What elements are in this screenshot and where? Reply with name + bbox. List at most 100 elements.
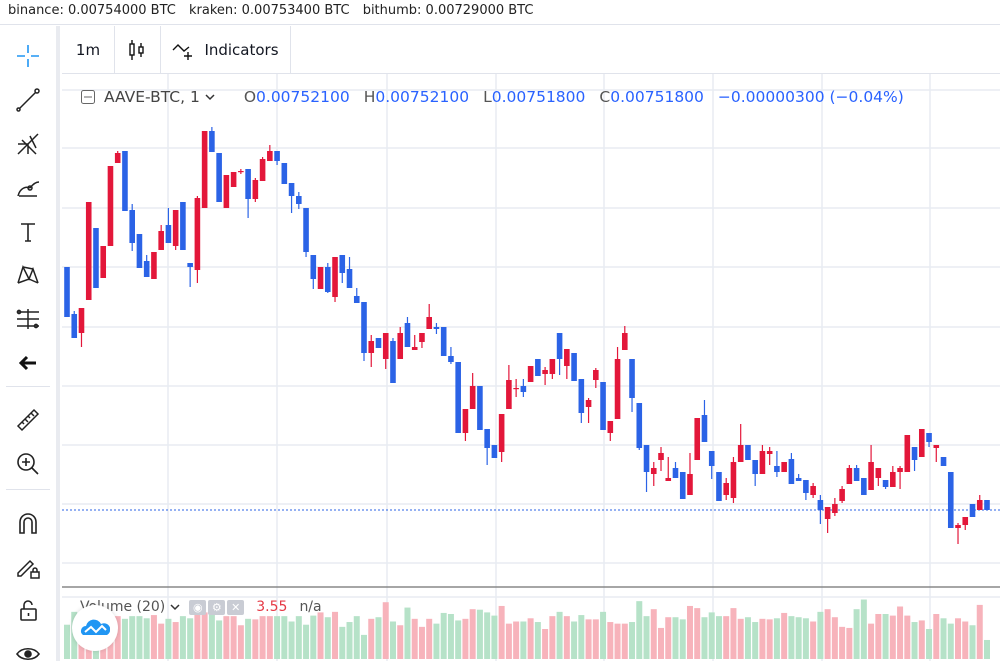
unlock-icon (20, 600, 37, 621)
ruler-tool[interactable] (8, 402, 48, 438)
magnet-icon (19, 513, 37, 534)
volume-bar (607, 622, 614, 659)
candle-body (513, 388, 519, 390)
volume-bar (274, 616, 281, 659)
volume-bar (839, 626, 846, 659)
volume-bar (194, 607, 201, 659)
candle-body (368, 341, 375, 353)
volume-bar (889, 615, 896, 659)
volume-bar (389, 621, 396, 659)
candle-body (969, 504, 976, 517)
candle-body (643, 445, 650, 472)
volume-bar (788, 616, 795, 659)
symbol-name[interactable]: AAVE-BTC, 1 (104, 88, 200, 106)
crosshair-tool[interactable] (8, 38, 48, 74)
candle-body (296, 196, 302, 204)
text-icon (21, 223, 35, 242)
chart-type-button[interactable] (114, 26, 161, 73)
symbol-legend: AAVE-BTC, 1 O 0.00752100 H 0.00752100 L 0.0… (80, 88, 904, 106)
volume-bar (875, 614, 882, 659)
collapse-icon[interactable] (80, 89, 96, 105)
volume-bar (918, 620, 925, 659)
volume-bar (382, 602, 389, 659)
price-chart[interactable] (62, 74, 1000, 661)
candle-body (498, 414, 505, 452)
measure-tool[interactable] (8, 301, 48, 337)
interval-button[interactable]: 1m (62, 26, 115, 73)
lock-drawings-tool[interactable] (8, 549, 48, 585)
volume-bar (375, 617, 382, 659)
remove-close-icon[interactable]: ✕ (227, 599, 245, 615)
volume-bar (701, 617, 708, 659)
candle-body (679, 472, 686, 499)
volume-bar (911, 622, 918, 659)
volume-bar (462, 618, 469, 659)
candle-body (361, 302, 367, 353)
indicators-button[interactable]: Indicators (160, 26, 291, 73)
candle-body (172, 210, 179, 246)
chevron-down-icon[interactable] (169, 602, 181, 612)
candle-body (890, 472, 896, 487)
hide-drawings-tool[interactable] (8, 636, 48, 672)
candle-body (585, 400, 592, 407)
volume-bar (411, 618, 418, 659)
volume-bar (353, 616, 360, 659)
visibility-eye-icon[interactable]: ◉ (189, 599, 207, 615)
candle-body (810, 486, 816, 495)
candle-body (788, 459, 795, 484)
candle-body (201, 131, 208, 208)
candle-body (129, 210, 135, 243)
candle-body (730, 462, 737, 498)
volume-bar (64, 624, 70, 659)
candle-body (621, 333, 628, 350)
zoom-in-tool[interactable] (8, 446, 48, 482)
candle-body (281, 163, 288, 184)
volume-bar (904, 615, 911, 659)
candle-body (288, 183, 295, 196)
candle-body (694, 418, 701, 460)
crosshair-icon (17, 45, 39, 67)
volume-bar (556, 611, 563, 659)
volume-bar (860, 599, 867, 659)
candle-body (629, 359, 635, 398)
candle-body (940, 457, 947, 466)
candle-body (716, 472, 722, 501)
candle-body (564, 349, 570, 366)
candle-body (64, 267, 70, 317)
volume-bar (969, 625, 976, 659)
volume-bar (636, 601, 643, 659)
text-tool[interactable] (8, 214, 48, 250)
hide-toolbar-button[interactable] (8, 345, 48, 381)
candle-body (846, 468, 853, 484)
candle-body (303, 208, 309, 252)
volume-bar (795, 617, 802, 659)
candle-body (636, 403, 643, 448)
pitchfork-tool[interactable] (8, 126, 48, 162)
magnet-tool[interactable] (8, 505, 48, 541)
tradingview-logo[interactable] (72, 605, 118, 651)
candle-body (578, 379, 585, 413)
volume-bar (150, 615, 157, 659)
volume-bar (694, 608, 701, 659)
settings-gear-icon[interactable]: ⚙ (208, 599, 226, 615)
volume-bar (708, 612, 715, 659)
candle-body (107, 166, 114, 246)
unlock-tool[interactable] (8, 592, 48, 628)
volume-bar (129, 616, 136, 659)
brush-tool[interactable] (8, 170, 48, 206)
volume-bar (752, 622, 759, 659)
volume-bar (303, 624, 310, 659)
pattern-tool[interactable] (8, 257, 48, 293)
trend-line-tool[interactable] (8, 82, 48, 118)
candle-body (136, 234, 143, 268)
volume-bar (266, 616, 273, 659)
pattern-icon (17, 265, 39, 284)
volume-bar (208, 614, 215, 659)
candle-body (426, 317, 432, 329)
chevron-down-icon[interactable] (204, 92, 216, 102)
candle-body (448, 356, 454, 362)
candle-body (143, 261, 150, 277)
volume-bar (563, 616, 570, 659)
candle-body (962, 517, 969, 525)
volume-bar (527, 618, 534, 659)
